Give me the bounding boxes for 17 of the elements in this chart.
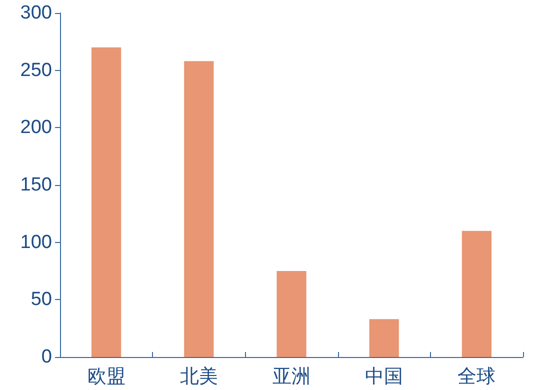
y-tick-label: 150 bbox=[20, 174, 52, 196]
bar bbox=[462, 230, 492, 357]
x-tick-label: 中国 bbox=[365, 366, 404, 388]
bar bbox=[276, 271, 306, 357]
bar bbox=[91, 47, 122, 357]
y-tick-label: 300 bbox=[20, 2, 52, 24]
bar bbox=[184, 61, 214, 357]
x-tick-label: 亚洲 bbox=[272, 366, 310, 388]
x-tick-label: 全球 bbox=[458, 366, 496, 388]
y-tick-label: 100 bbox=[20, 232, 52, 253]
y-tick-label: 50 bbox=[30, 289, 52, 310]
y-tick-label: 250 bbox=[20, 60, 52, 81]
y-tick-label: 0 bbox=[41, 346, 52, 368]
y-tick-label: 200 bbox=[20, 117, 52, 138]
x-tick-label: 北美 bbox=[180, 366, 218, 388]
bar bbox=[369, 319, 399, 357]
x-tick-label: 欧盟 bbox=[87, 366, 126, 388]
